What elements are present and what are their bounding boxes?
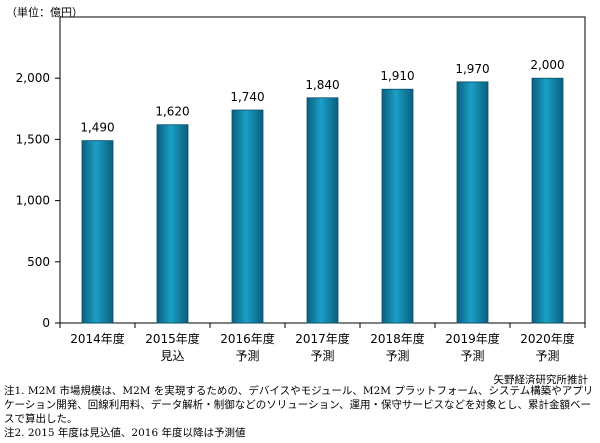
bar (306, 97, 339, 324)
bar (81, 140, 114, 324)
data-label: 1,490 (80, 121, 114, 135)
data-label: 1,970 (455, 62, 489, 76)
x-tick-label: 2017年度 (295, 331, 350, 346)
footnotes: 注1. M2M 市場規模は、M2M を実現するための、デバイスやモジュール、M2… (4, 384, 596, 440)
y-tick-label: 1,000 (16, 194, 50, 208)
data-label: 1,910 (380, 69, 414, 83)
y-tick-label: 0 (42, 316, 50, 330)
bar (456, 81, 489, 324)
data-label: 1,740 (230, 90, 264, 104)
bar-chart: 0 500 1,000 1,500 2,000 1,490 1,620 1,740 1,840… (16, 16, 586, 363)
x-tick-label: 2014年度 (70, 331, 125, 346)
x-tick-label: 2020年度 (520, 331, 575, 346)
x-tick-label: 2015年度 (145, 331, 200, 346)
y-tick-label: 2,000 (16, 71, 50, 85)
y-axis: 0 500 1,000 1,500 2,000 (16, 71, 60, 330)
unit-label: （単位：億円） (6, 6, 83, 19)
bar (531, 77, 564, 324)
bar (231, 109, 264, 324)
data-label: 1,840 (305, 78, 339, 92)
footnote-1: 注1. M2M 市場規模は、M2M を実現するための、デバイスやモジュール、M2… (4, 385, 594, 425)
x-tick-label: 2019年度 (445, 331, 500, 346)
x-axis: 2014年度 2015年度見込2016年度予測2017年度予測2018年度予測20… (59, 323, 586, 363)
x-tick-sublabel: 予測 (460, 349, 484, 363)
data-label: 1,620 (155, 105, 189, 119)
bar (156, 124, 189, 324)
bars: 1,490 1,620 1,740 1,840 1,910 1,970 2,000 (80, 58, 565, 324)
y-tick-label: 500 (27, 255, 50, 269)
data-label: 2,000 (530, 58, 564, 72)
x-tick-sublabel: 予測 (385, 349, 409, 363)
x-tick-label: 2016年度 (220, 331, 275, 346)
x-tick-sublabel: 予測 (235, 349, 259, 363)
source-credit: 矢野経済研究所推計 (493, 374, 589, 386)
y-tick-label: 1,500 (16, 132, 50, 146)
x-tick-sublabel: 予測 (310, 349, 334, 363)
x-tick-label: 2018年度 (370, 331, 425, 346)
x-tick-sublabel: 予測 (535, 349, 559, 363)
footnote-2: 注2. 2015 年度は見込値、2016 年度以降は予測値 (4, 427, 246, 439)
bar (381, 88, 414, 324)
x-tick-sublabel: 見込 (160, 349, 184, 363)
